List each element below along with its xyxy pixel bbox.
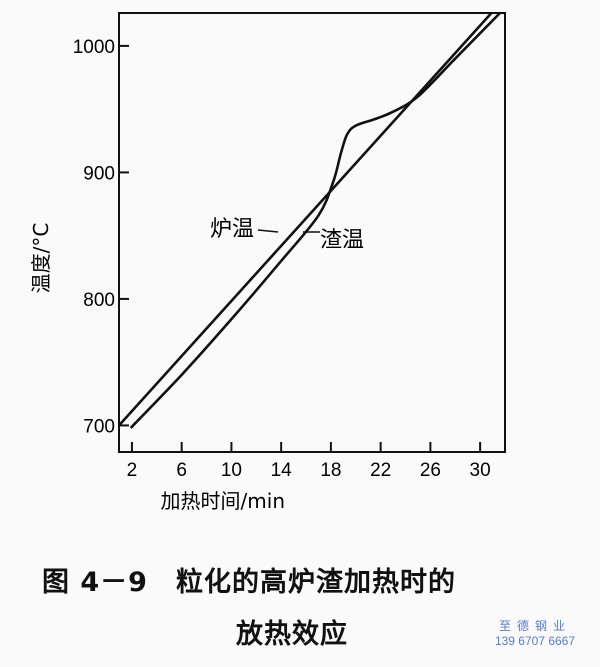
furnace-temp-label: 炉温 (210, 217, 254, 242)
x-tick-label: 10 (221, 460, 242, 481)
watermark-phone: 139 6707 6667 (494, 634, 576, 648)
plot-frame (118, 12, 506, 453)
y-tick-label: 700 (83, 416, 115, 437)
watermark-name: 至德钢业 (498, 619, 571, 633)
x-tick-label: 26 (420, 460, 441, 481)
x-tick-label: 14 (271, 460, 293, 481)
x-axis-label: 加热时间/min (161, 489, 285, 513)
furnace-label-leader (257, 229, 279, 233)
x-tick-label: 22 (370, 460, 391, 481)
x-tick-label: 30 (470, 460, 491, 481)
y-tick-label: 900 (83, 163, 115, 184)
x-tick-label: 6 (176, 460, 187, 481)
slag-temp-line (129, 13, 501, 429)
y-axis-label: 温度/°C (29, 223, 53, 294)
slag-temp-label: 渣温 (320, 228, 364, 253)
x-tick-label: 18 (320, 460, 341, 481)
y-tick-label: 1000 (73, 37, 115, 58)
x-tick-label: 2 (127, 460, 138, 481)
y-tick-label: 800 (83, 290, 115, 311)
furnace-temp-line (119, 13, 494, 427)
figure-caption-line1: 图 4－9 粒化的高炉渣加热时的 (42, 567, 456, 598)
figure-caption-line2: 放热效应 (236, 619, 348, 650)
